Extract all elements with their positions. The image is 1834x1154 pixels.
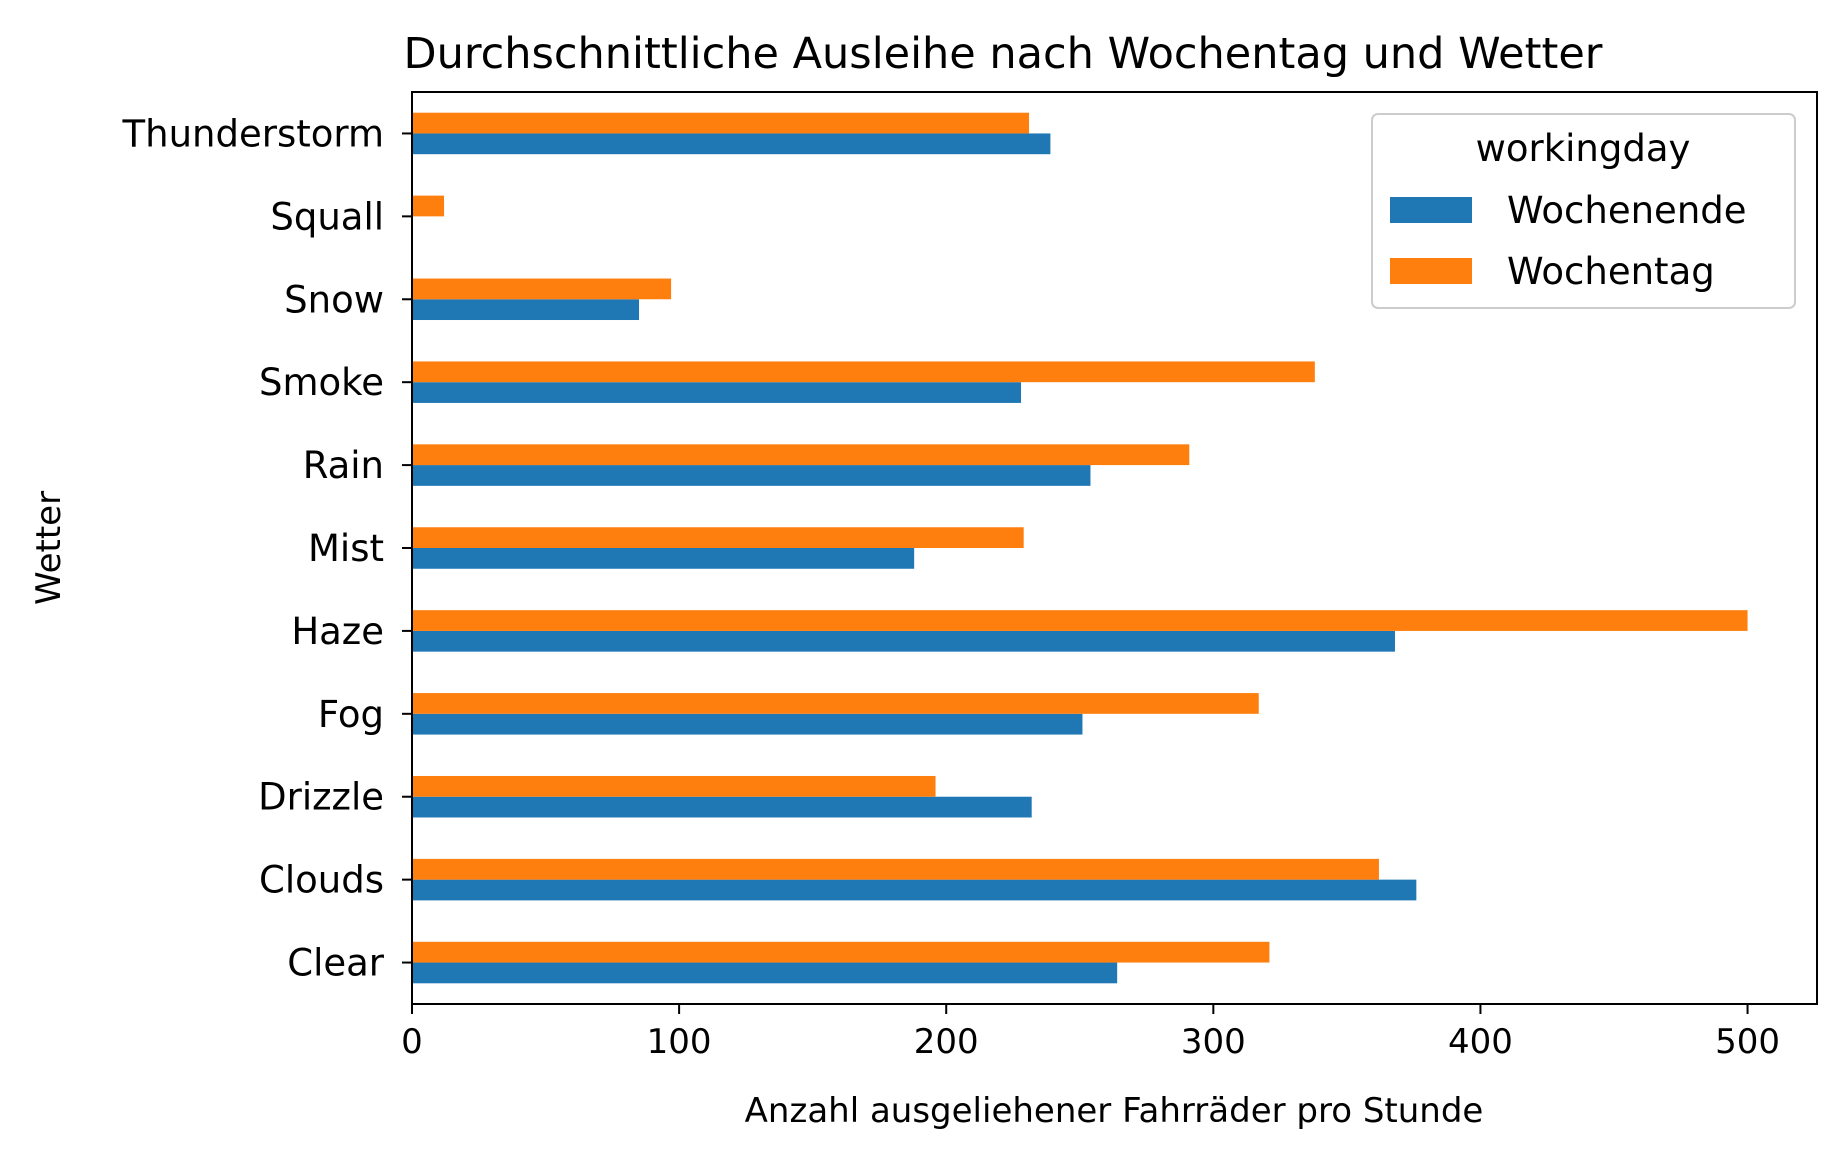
y-tick-label-squall: Squall bbox=[270, 195, 384, 238]
bar-wochentag-smoke bbox=[412, 361, 1315, 383]
bar-wochenende-mist bbox=[412, 548, 915, 569]
bar-wochenende-rain bbox=[412, 465, 1091, 486]
bar-wochentag-rain bbox=[412, 444, 1190, 466]
y-tick-label-rain: Rain bbox=[303, 444, 384, 487]
bar-wochentag-fog bbox=[412, 693, 1259, 714]
chart-title: Durchschnittliche Ausleihe nach Wochenta… bbox=[404, 29, 1603, 79]
legend-box bbox=[1371, 113, 1796, 309]
x-tick-label-100: 100 bbox=[647, 1022, 712, 1062]
bar-wochentag-drizzle bbox=[412, 775, 936, 797]
y-tick-label-clear: Clear bbox=[287, 942, 385, 985]
legend-label-wochentag: Wochentag bbox=[1507, 250, 1715, 293]
bar-wochenende-clouds bbox=[412, 879, 1417, 901]
bar-wochentag-haze bbox=[412, 610, 1748, 631]
bar-wochenende-fog bbox=[412, 713, 1083, 735]
y-tick-label-mist: Mist bbox=[308, 527, 384, 570]
y-axis: Clear Clouds Drizzle Fog Haze Mist Rain Smoke Sn… bbox=[122, 112, 412, 985]
y-axis-label: Wetter bbox=[29, 491, 69, 605]
y-tick-label-drizzle: Drizzle bbox=[258, 776, 384, 819]
x-axis: 0 100 200 300 400 500 bbox=[401, 1004, 1780, 1062]
legend-label-wochenende: Wochenende bbox=[1507, 189, 1747, 232]
bar-wochentag-clouds bbox=[412, 858, 1379, 880]
y-tick-label-fog: Fog bbox=[318, 693, 384, 736]
legend: workingday Wochenende Wochentag bbox=[1371, 113, 1796, 309]
legend-title: workingday bbox=[1476, 127, 1691, 170]
bar-wochentag-snow bbox=[412, 278, 672, 300]
y-tick-label-clouds: Clouds bbox=[259, 859, 384, 902]
y-tick-label-snow: Snow bbox=[284, 278, 384, 321]
x-tick-label-200: 200 bbox=[914, 1022, 979, 1062]
y-tick-label-thunderstorm: Thunderstorm bbox=[122, 112, 384, 155]
bar-wochentag-clear bbox=[412, 941, 1270, 963]
x-tick-label-400: 400 bbox=[1448, 1022, 1513, 1062]
bar-wochenende-drizzle bbox=[412, 796, 1032, 818]
x-tick-label-0: 0 bbox=[401, 1022, 423, 1062]
bar-wochentag-mist bbox=[412, 527, 1024, 548]
x-tick-label-500: 500 bbox=[1715, 1022, 1780, 1062]
bar-wochenende-thunderstorm bbox=[412, 133, 1051, 155]
bars-layer bbox=[412, 112, 1748, 984]
bar-wochenende-snow bbox=[412, 299, 640, 321]
legend-swatch-wochenende bbox=[1390, 197, 1472, 223]
x-tick-label-300: 300 bbox=[1181, 1022, 1246, 1062]
y-tick-label-smoke: Smoke bbox=[259, 361, 384, 404]
bar-wochentag-thunderstorm bbox=[412, 112, 1030, 134]
x-axis-label: Anzahl ausgeliehener Fahrräder pro Stund… bbox=[745, 1091, 1484, 1131]
legend-swatch-wochentag bbox=[1390, 258, 1472, 284]
bar-wochenende-haze bbox=[412, 630, 1395, 652]
y-tick-label-haze: Haze bbox=[291, 610, 384, 653]
bar-wochenende-smoke bbox=[412, 382, 1022, 403]
bar-wochentag-squall bbox=[412, 195, 445, 217]
bar-wochenende-clear bbox=[412, 962, 1118, 984]
